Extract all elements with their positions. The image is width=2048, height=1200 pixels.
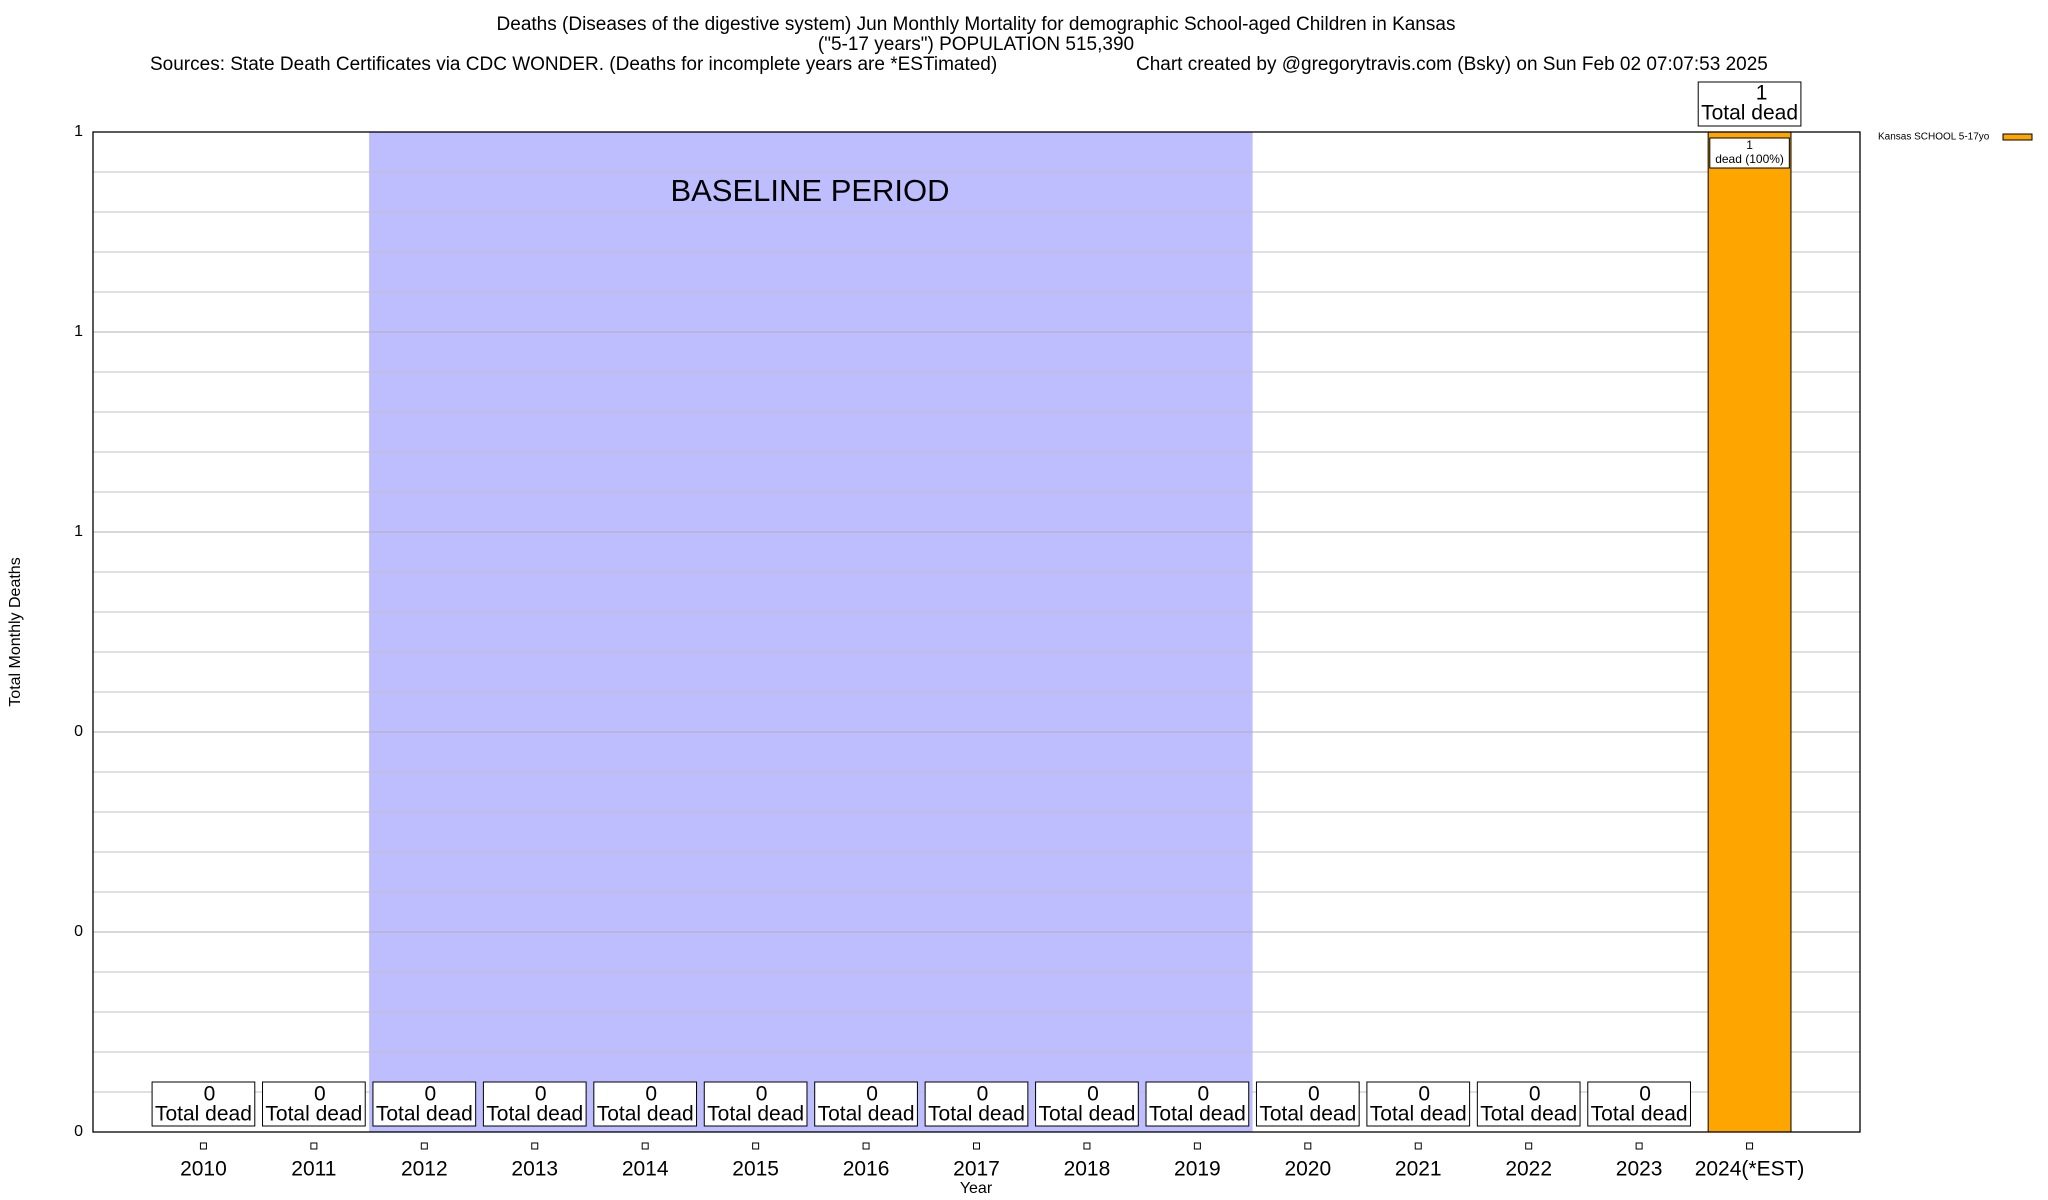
x-tick-label: 2024(*EST) (1695, 1158, 1805, 1181)
x-tick-label: 2021 (1395, 1158, 1442, 1181)
share-label-text: dead (100%) (1715, 152, 1784, 166)
value-label: 0 (1639, 1083, 1651, 1106)
value-label-box (372, 1081, 477, 1127)
value-label-box (151, 1081, 256, 1127)
value-label-text: Total dead (376, 1103, 473, 1126)
value-label-text: Total dead (1701, 102, 1798, 125)
x-tick-label: 2011 (291, 1158, 336, 1181)
y-axis-label: Total Monthly Deaths (7, 557, 24, 706)
x-tick-mark (973, 1142, 980, 1150)
value-label: 0 (756, 1083, 768, 1106)
x-tick-label: 2020 (1284, 1158, 1331, 1181)
x-tick-label: 2015 (732, 1158, 779, 1181)
x-tick-mark (531, 1142, 539, 1150)
y-tick-label: 0 (74, 1123, 83, 1140)
value-label-text: Total dead (1259, 1103, 1356, 1126)
x-tick-mark (199, 1142, 207, 1150)
value-label-box (703, 1081, 808, 1127)
value-label-box (1145, 1081, 1250, 1127)
x-tick-label: 2019 (1174, 1158, 1221, 1181)
value-label: 0 (204, 1083, 216, 1106)
value-label-box (1587, 1081, 1691, 1127)
value-label-text: Total dead (1480, 1103, 1577, 1126)
x-tick-label: 2017 (953, 1158, 1000, 1181)
value-label-text: Total dead (1370, 1103, 1467, 1126)
value-label-text: Total dead (155, 1103, 252, 1126)
value-label: 0 (314, 1083, 326, 1106)
value-label-box (593, 1081, 698, 1127)
value-label-text: Total dead (818, 1103, 915, 1126)
value-label-text: Total dead (597, 1103, 694, 1126)
x-tick-label: 2018 (1064, 1158, 1111, 1181)
value-label-text: Total dead (265, 1103, 362, 1126)
bar (1707, 131, 1792, 1133)
x-tick-mark (420, 1142, 428, 1150)
share-label-box (1709, 137, 1790, 169)
value-label-text: Total dead (928, 1103, 1025, 1126)
x-tick-mark (752, 1142, 760, 1150)
value-label: 0 (535, 1083, 547, 1106)
value-label-box (262, 1081, 366, 1127)
y-tick-label: 0 (74, 723, 83, 740)
value-label: 0 (1308, 1083, 1320, 1106)
x-tick-label: 2023 (1616, 1158, 1663, 1181)
value-label-text: Total dead (1038, 1103, 1135, 1126)
value-label-box (814, 1081, 918, 1127)
x-tick-mark (1304, 1142, 1312, 1150)
x-tick-label: 2014 (622, 1158, 669, 1181)
x-tick-mark (1746, 1142, 1754, 1150)
value-label: 0 (977, 1083, 989, 1106)
x-tick-label: 2016 (843, 1158, 890, 1181)
x-tick-mark (1083, 1142, 1091, 1150)
x-tick-mark (1193, 1142, 1201, 1150)
value-label-box (1035, 1081, 1139, 1127)
value-label: 0 (424, 1083, 436, 1106)
credit-note: Chart created by @gregorytravis.com (Bsk… (1136, 54, 1768, 75)
value-label-box (924, 1081, 1029, 1127)
value-label-text: Total dead (707, 1103, 804, 1126)
x-tick-label: 2022 (1505, 1158, 1552, 1181)
value-label: 0 (1529, 1083, 1541, 1106)
value-label: 0 (1198, 1083, 1210, 1106)
x-tick-label: 2013 (511, 1158, 558, 1181)
plot-frame (92, 131, 1861, 1133)
y-tick-label: 0 (74, 923, 83, 940)
value-label-box (1366, 1081, 1471, 1127)
x-tick-mark (641, 1142, 649, 1150)
value-label-text: Total dead (1591, 1103, 1688, 1126)
chart-subtitle: ("5-17 years") POPULATION 515,390 (818, 34, 1134, 55)
x-tick-mark (1525, 1142, 1533, 1150)
x-tick-mark (310, 1142, 318, 1150)
y-tick-label: 1 (74, 123, 83, 140)
baseline-label: BASELINE PERIOD (670, 173, 949, 208)
y-tick-label: 1 (74, 323, 83, 340)
value-label-box (482, 1081, 587, 1127)
value-label: 0 (1087, 1083, 1099, 1106)
chart-title: Deaths (Diseases of the digestive system… (497, 14, 1456, 35)
x-tick-mark (1414, 1142, 1422, 1150)
x-tick-mark (862, 1142, 870, 1150)
baseline-shade (369, 132, 1253, 1132)
x-tick-label: 2010 (180, 1158, 227, 1181)
value-label: 0 (1418, 1083, 1430, 1106)
legend-swatch (2002, 133, 2033, 141)
value-label: 0 (866, 1083, 878, 1106)
y-tick-label: 1 (74, 523, 83, 540)
x-axis-label: Year (960, 1180, 993, 1197)
value-label-text: Total dead (1149, 1103, 1246, 1126)
value-label: 0 (645, 1083, 657, 1106)
value-label-box (1697, 81, 1802, 127)
x-tick-mark (1635, 1142, 1643, 1150)
x-tick-label: 2012 (401, 1158, 448, 1181)
value-label-box (1255, 1081, 1360, 1127)
value-label: 1 (1756, 82, 1768, 105)
legend-label: Kansas SCHOOL 5-17yo (1878, 132, 1990, 143)
value-label-box (1476, 1081, 1581, 1127)
share-label-value: 1 (1746, 138, 1753, 152)
value-label-text: Total dead (486, 1103, 583, 1126)
source-note: Sources: State Death Certificates via CD… (150, 54, 997, 75)
